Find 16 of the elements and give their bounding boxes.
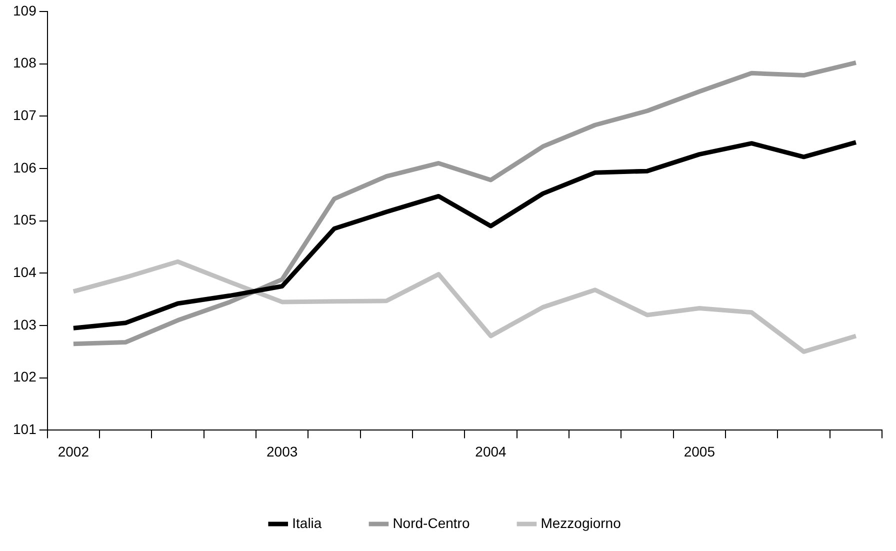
y-tick-label: 104 (13, 264, 37, 280)
x-tick-label: 2004 (475, 443, 507, 460)
y-tick-label: 105 (13, 212, 37, 228)
y-tick-label: 109 (13, 2, 37, 18)
y-tick-label: 108 (13, 54, 37, 71)
x-tick-label: 2002 (58, 443, 90, 460)
y-tick-label: 107 (13, 106, 37, 123)
y-tick-label: 102 (13, 368, 37, 385)
x-tick-label: 2003 (266, 443, 298, 460)
x-tick-label: 2005 (684, 443, 716, 460)
y-tick-label: 106 (13, 159, 37, 176)
y-tick-label: 101 (13, 421, 37, 438)
legend-label: Mezzogiorno (540, 514, 622, 531)
legend-label: Nord-Centro (392, 514, 470, 531)
y-tick-label: 103 (13, 316, 37, 332)
legend-label: Italia (292, 514, 322, 531)
